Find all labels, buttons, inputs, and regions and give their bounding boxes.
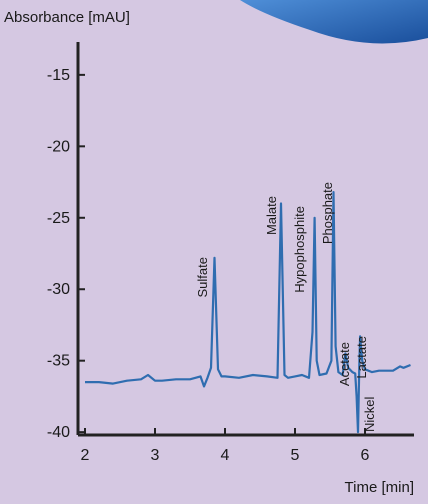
peak-label: Lactate [354,336,369,379]
y-tick-label: -15 [47,67,70,84]
y-tick-label: -25 [47,210,70,227]
x-tick-label: 5 [291,447,300,464]
page: {"chart_data": {"type": "line", "ylabel"… [0,0,428,504]
y-tick-label: -20 [47,138,70,155]
x-tick-label: 2 [81,447,90,464]
peak-label: Malate [264,196,279,235]
y-tick-label: -35 [47,353,70,370]
peak-label: Sulfate [195,257,210,297]
y-axis-label: Absorbance [mAU] [4,9,130,26]
x-axis-label: Time [min] [345,479,414,496]
x-tick-label: 6 [361,447,370,464]
peak-label: Phosphate [320,182,335,244]
peak-label: Hypophosphite [292,206,307,293]
y-tick-label: -40 [47,424,70,441]
x-tick-label: 3 [151,447,160,464]
decoration [240,0,428,43]
y-tick-label: -30 [47,281,70,298]
peak-label: Acetate [337,342,352,386]
data-line [85,192,411,432]
chart: Absorbance [mAU] Time [min] -15 -20 -25 -30… [0,0,428,504]
peak-label: Nickel [362,396,377,432]
x-tick-label: 4 [221,447,230,464]
